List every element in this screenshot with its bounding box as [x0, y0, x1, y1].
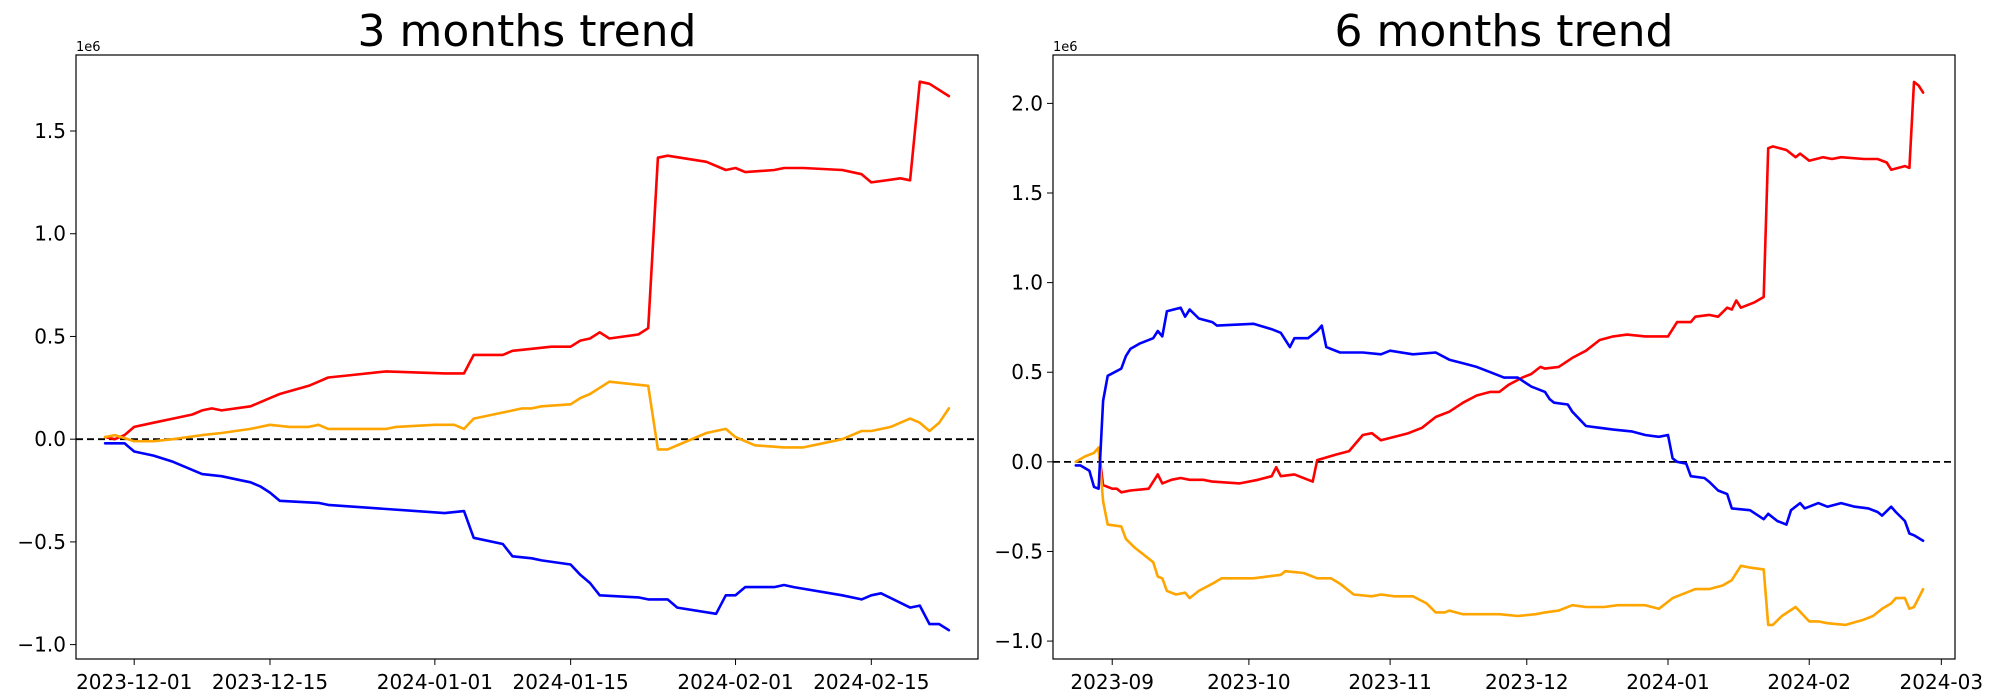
y-offset-label: 1e6 [1053, 40, 1078, 55]
y-tick-label: −0.5 [994, 539, 1043, 563]
series-line-1 [1097, 80, 1925, 494]
x-tick-label: 2023-12-01 [76, 670, 192, 694]
x-tick-label: 2023-12 [1485, 670, 1569, 694]
series-line-2 [1074, 446, 1925, 627]
y-offset-label: 1e6 [76, 40, 101, 55]
x-tick-label: 2024-02-15 [813, 670, 929, 694]
series-line-2 [103, 380, 951, 451]
y-tick-label: 1.5 [34, 119, 66, 143]
series-line-3 [1074, 306, 1925, 543]
x-tick-label: 2023-10 [1207, 670, 1291, 694]
y-tick-label: 0.5 [34, 324, 66, 348]
y-tick-label: −1.0 [994, 629, 1043, 653]
y-tick-label: 1.0 [1011, 271, 1043, 295]
y-tick-label: 0.5 [1011, 360, 1043, 384]
x-tick-label: 2023-12-15 [212, 670, 328, 694]
x-tick-label: 2024-01 [1626, 670, 1710, 694]
plot-frame [1052, 54, 1956, 660]
chart-title: 6 months trend [1335, 6, 1674, 57]
series-line-3 [103, 441, 951, 632]
y-tick-label: −1.0 [17, 633, 66, 657]
y-tick-label: 2.0 [1011, 91, 1043, 115]
plot-frame [75, 54, 979, 660]
chart-title: 3 months trend [358, 6, 697, 57]
x-tick-label: 2024-01-01 [377, 670, 493, 694]
y-tick-label: −0.5 [17, 530, 66, 554]
x-tick-label: 2023-11 [1348, 670, 1432, 694]
x-tick-label: 2023-09 [1070, 670, 1154, 694]
y-tick-label: 0.0 [34, 427, 66, 451]
chart-3-months: 3 months trend 1e6 2023-12-01 2023-12-15 2… [17, 6, 979, 694]
series-line-1 [103, 80, 951, 441]
x-tick-label: 2024-01-15 [513, 670, 629, 694]
x-tick-label: 2024-02 [1767, 670, 1851, 694]
x-tick-label: 2024-02-01 [677, 670, 793, 694]
chart-6-months: 6 months trend 1e6 2023-09 2023-10 2023-11… [994, 6, 1983, 694]
y-tick-label: 0.0 [1011, 450, 1043, 474]
y-tick-label: 1.5 [1011, 181, 1043, 205]
x-tick-label: 2024-03 [1900, 670, 1984, 694]
y-tick-label: 1.0 [34, 222, 66, 246]
